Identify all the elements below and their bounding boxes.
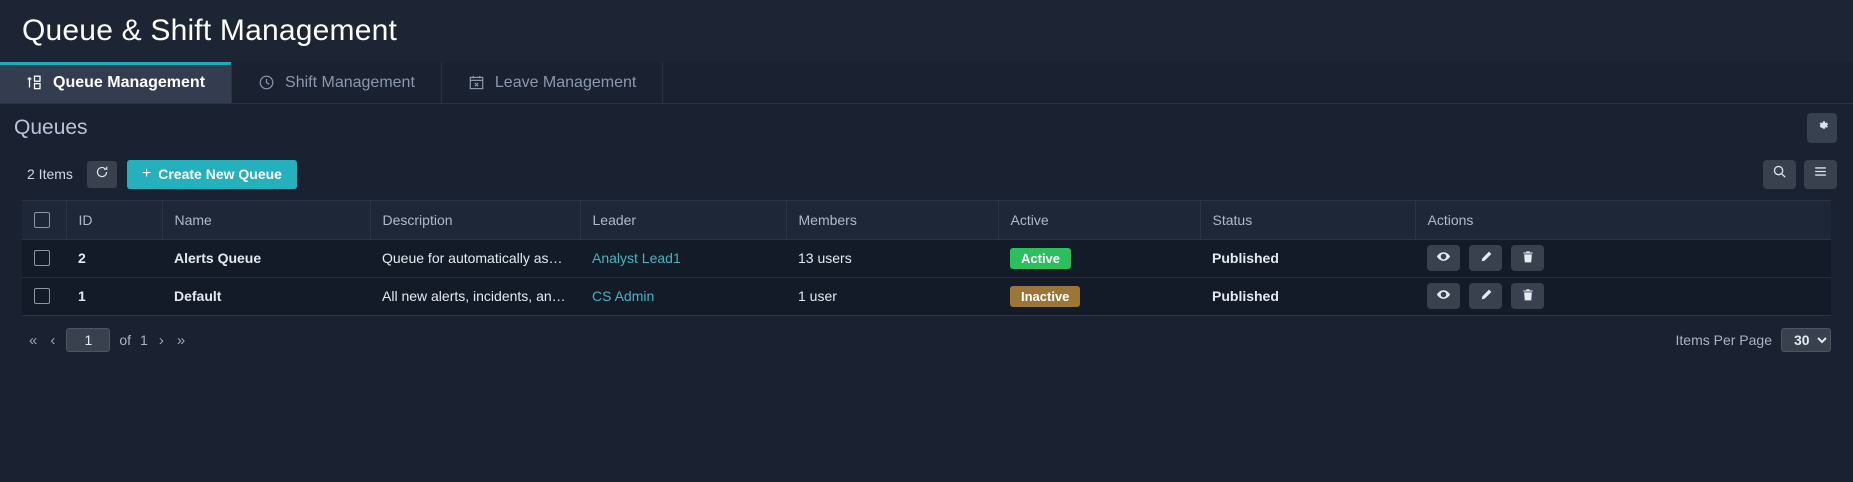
queue-icon [26, 74, 43, 91]
title-bar: Queue & Shift Management [0, 0, 1853, 62]
cell-members: 13 users [786, 239, 998, 278]
cell-name: Default [162, 277, 370, 315]
row-select-cell [22, 239, 66, 278]
column-header-description[interactable]: Description [370, 201, 581, 240]
column-header-members[interactable]: Members [786, 201, 999, 240]
delete-button[interactable] [1511, 245, 1544, 271]
previous-page-button[interactable]: ‹ [50, 331, 56, 349]
toolbar-right-group [1763, 159, 1837, 189]
last-page-button[interactable]: » [176, 331, 186, 349]
queues-table: ID Name Description Leader Members Activ… [22, 200, 1831, 316]
gear-icon [1815, 118, 1830, 138]
view-icon [1436, 249, 1451, 267]
cell-actions [1415, 239, 1831, 278]
of-label: of [119, 332, 132, 348]
tab-shift-management[interactable]: Shift Management [232, 62, 442, 103]
table-row[interactable]: 1 Default All new alerts, incidents, and… [22, 277, 1831, 315]
tab-label: Shift Management [285, 73, 415, 91]
section-header: Queues [0, 104, 1853, 152]
create-new-queue-button[interactable]: + Create New Queue [126, 159, 297, 189]
clock-icon [258, 74, 275, 91]
row-checkbox[interactable] [34, 250, 50, 266]
delete-icon [1521, 288, 1535, 305]
list-menu-button[interactable] [1804, 159, 1837, 189]
cell-status: Published [1200, 239, 1415, 278]
cell-members: 1 user [786, 277, 998, 315]
cell-leader: CS Admin [580, 277, 786, 315]
column-header-active[interactable]: Active [998, 201, 1201, 240]
column-header-leader[interactable]: Leader [580, 201, 787, 240]
items-per-page-group: Items Per Page 30 [1675, 328, 1831, 352]
cell-active: Inactive [998, 277, 1200, 315]
refresh-icon [95, 165, 109, 184]
toolbar-left-group: 2 Items + Create New Queue [27, 159, 297, 189]
items-per-page-label: Items Per Page [1675, 332, 1773, 348]
select-all-header [22, 201, 67, 240]
items-count: 2 Items [27, 166, 73, 182]
cell-id: 2 [66, 239, 162, 278]
tab-label: Leave Management [494, 73, 637, 91]
tab-bar: Queue Management Shift Management Leave … [0, 62, 1853, 104]
refresh-button[interactable] [86, 160, 117, 188]
total-pages: 1 [140, 332, 148, 348]
edit-icon [1479, 288, 1493, 305]
cell-id: 1 [66, 277, 162, 315]
leader-link[interactable]: CS Admin [592, 288, 655, 305]
cell-actions [1415, 277, 1831, 315]
cell-description: All new alerts, incidents, and ta... [370, 277, 580, 315]
edit-button[interactable] [1469, 283, 1502, 310]
table-row[interactable]: 2 Alerts Queue Queue for automatically a… [22, 239, 1831, 278]
edit-button[interactable] [1469, 245, 1502, 271]
pagination-bar: « ‹ of 1 › » Items Per Page 30 [0, 316, 1853, 352]
row-checkbox[interactable] [34, 288, 50, 305]
cell-name: Alerts Queue [162, 239, 370, 278]
pagination-controls: « ‹ of 1 › » [27, 328, 187, 352]
table-toolbar: 2 Items + Create New Queue [0, 152, 1853, 196]
row-select-cell [22, 277, 66, 315]
column-header-status[interactable]: Status [1200, 201, 1416, 240]
edit-icon [1479, 250, 1493, 267]
view-button[interactable] [1427, 245, 1460, 271]
items-per-page-select[interactable]: 30 [1781, 328, 1831, 352]
delete-icon [1521, 250, 1535, 267]
cell-status: Published [1200, 277, 1415, 315]
table-header-row: ID Name Description Leader Members Activ… [22, 201, 1831, 240]
settings-button[interactable] [1807, 113, 1837, 143]
calendar-icon [468, 74, 485, 91]
cell-active: Active [998, 239, 1200, 278]
cell-leader: Analyst Lead1 [580, 239, 786, 278]
status-badge: Active [1010, 247, 1072, 269]
cell-description: Queue for automatically assigni... [370, 239, 580, 278]
section-title: Queues [14, 116, 88, 139]
hamburger-icon [1813, 164, 1828, 184]
create-new-queue-label: Create New Queue [158, 166, 282, 182]
plus-icon: + [141, 165, 152, 182]
delete-button[interactable] [1511, 283, 1544, 310]
row-actions [1427, 283, 1819, 310]
column-header-name[interactable]: Name [162, 201, 371, 240]
page-title: Queue & Shift Management [22, 14, 398, 47]
leader-link[interactable]: Analyst Lead1 [592, 250, 681, 266]
search-icon [1772, 164, 1787, 184]
search-button[interactable] [1763, 159, 1796, 189]
tab-leave-management[interactable]: Leave Management [442, 62, 664, 103]
tab-queue-management[interactable]: Queue Management [0, 62, 233, 103]
status-badge: Inactive [1010, 285, 1081, 307]
first-page-button[interactable]: « [29, 331, 38, 349]
next-page-button[interactable]: › [158, 331, 164, 349]
tab-label: Queue Management [53, 73, 206, 91]
view-icon [1436, 287, 1451, 305]
column-header-actions: Actions [1415, 201, 1831, 240]
select-all-checkbox[interactable] [34, 211, 50, 228]
view-button[interactable] [1427, 283, 1460, 310]
page-number-input[interactable] [66, 328, 111, 352]
row-actions [1427, 245, 1819, 271]
column-header-id[interactable]: ID [66, 201, 163, 240]
